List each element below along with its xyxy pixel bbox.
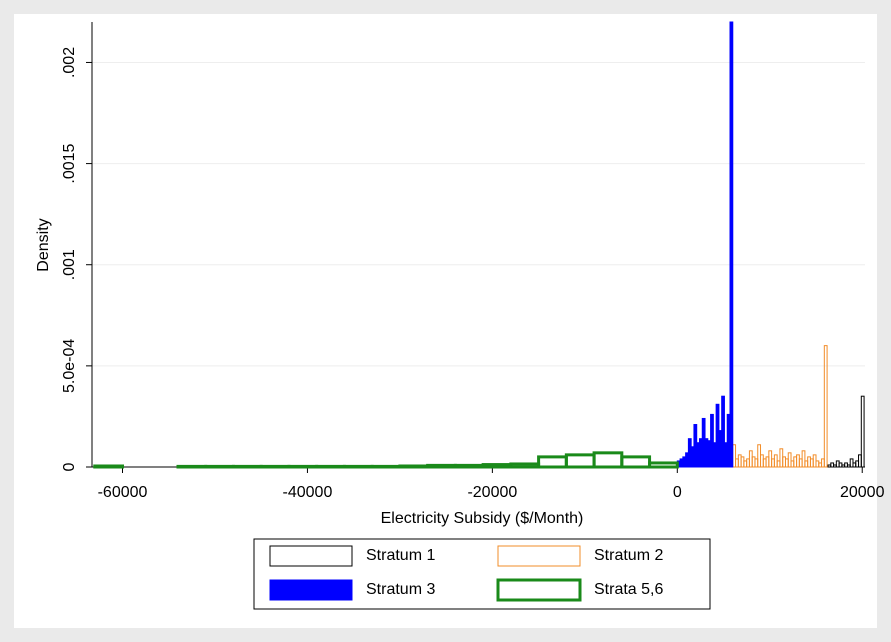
histogram-bar bbox=[287, 464, 319, 469]
legend-label: Strata 5,6 bbox=[594, 581, 663, 598]
histogram-bar bbox=[787, 452, 792, 468]
x-tick-label: -60000 bbox=[98, 484, 148, 501]
y-tick-label: 0 bbox=[61, 462, 78, 471]
legend-swatch bbox=[497, 545, 581, 567]
legend-swatch bbox=[269, 579, 353, 601]
legend-label: Stratum 1 bbox=[366, 547, 435, 564]
histogram-bar bbox=[710, 413, 714, 468]
x-axis-title: Electricity Subsidy ($/Month) bbox=[381, 510, 584, 527]
histogram-bar bbox=[93, 464, 125, 469]
histogram-bar bbox=[426, 463, 457, 469]
histogram-bar bbox=[721, 395, 725, 468]
histogram-bar bbox=[481, 463, 513, 469]
y-tick-label: .001 bbox=[61, 249, 78, 280]
histogram-bar bbox=[259, 464, 291, 469]
x-tick-label: -20000 bbox=[467, 484, 517, 501]
y-axis-title: Density bbox=[35, 218, 52, 271]
legend-swatch bbox=[269, 545, 353, 567]
y-tick-label: 5.0e-04 bbox=[61, 339, 78, 393]
histogram-bar bbox=[176, 464, 208, 469]
histogram-bar bbox=[453, 463, 485, 469]
histogram-bar bbox=[315, 464, 346, 469]
histogram-bar bbox=[860, 395, 865, 468]
histogram-bar bbox=[729, 21, 734, 468]
x-tick-label: -40000 bbox=[283, 484, 333, 501]
plot-region bbox=[14, 14, 877, 628]
legend-swatch bbox=[496, 578, 582, 602]
x-tick-label: 20000 bbox=[840, 484, 885, 501]
histogram-bar bbox=[231, 464, 263, 469]
histogram-bar bbox=[801, 450, 806, 468]
y-tick-label: .0015 bbox=[61, 143, 78, 183]
histogram-bar bbox=[648, 461, 679, 469]
y-tick-label: .002 bbox=[61, 47, 78, 78]
x-tick-label: 0 bbox=[673, 484, 682, 501]
histogram-bar bbox=[370, 464, 402, 469]
legend-label: Stratum 2 bbox=[594, 547, 663, 564]
legend-label: Stratum 3 bbox=[366, 581, 435, 598]
histogram-bar bbox=[342, 464, 374, 469]
histogram-bar bbox=[398, 464, 430, 469]
histogram-bar bbox=[823, 345, 828, 468]
histogram-bar bbox=[204, 464, 235, 469]
